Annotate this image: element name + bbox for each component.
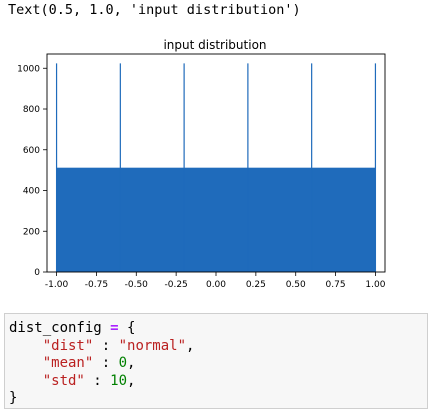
y-tick-label-4: 800 xyxy=(23,105,40,115)
code-assign-op: = xyxy=(110,320,119,336)
code-value-dist: "normal" xyxy=(118,337,187,354)
y-tick-label-3: 600 xyxy=(23,146,40,156)
code-value-mean: 0 xyxy=(118,355,128,371)
x-tick-label-4: 0.00 xyxy=(206,280,226,290)
x-tick-label-1: -0.75 xyxy=(85,280,108,290)
histogram-spike-4 xyxy=(311,63,313,272)
x-tick-label-0: -1.00 xyxy=(45,280,69,290)
x-tick-label-3: -0.25 xyxy=(164,280,187,290)
code-cell[interactable]: dist_config = { "dist" : "normal", "mean… xyxy=(4,313,428,409)
code-editor[interactable]: dist_config = { "dist" : "normal", "mean… xyxy=(9,320,194,408)
histogram-spike-0 xyxy=(55,63,58,272)
code-key-dist: "dist" xyxy=(42,337,94,354)
code-open-brace: { xyxy=(127,320,136,336)
y-tick-label-1: 200 xyxy=(23,227,40,237)
x-tick-label-6: 0.50 xyxy=(286,280,306,290)
code-comma: , xyxy=(127,372,136,389)
code-key-std: "std" xyxy=(42,372,85,389)
code-close-brace: } xyxy=(9,390,18,406)
x-tick-label-8: 1.00 xyxy=(365,280,385,290)
x-tick-label-2: -0.50 xyxy=(125,280,149,290)
code-sep: : xyxy=(84,372,111,389)
code-sep: : xyxy=(93,355,119,371)
plot-area: -1.00 -0.75 -0.50 -0.25 0.00 0.25 0.50 0.75 1.00… xyxy=(17,53,386,290)
chart-title: input distribution xyxy=(163,38,266,52)
code-comma: , xyxy=(186,337,195,354)
code-key-mean: "mean" xyxy=(42,355,94,371)
histogram-bars xyxy=(56,167,376,272)
y-tick-label-5: 1000 xyxy=(17,64,40,74)
histogram-spike-3 xyxy=(247,63,249,272)
x-tick-label-7: 0.75 xyxy=(326,280,346,290)
code-var-name: dist_config xyxy=(9,320,102,336)
y-tick-label-0: 0 xyxy=(34,268,40,278)
histogram-chart: input distribution -1.00 -0.75 -0.50 -0.25 0… xyxy=(17,38,386,290)
code-sep: : xyxy=(93,337,119,354)
histogram-spike-1 xyxy=(119,63,121,272)
y-tick-label-2: 400 xyxy=(23,187,40,197)
output-text: Text(0.5, 1.0, 'input distribution') xyxy=(8,2,301,18)
histogram-spike-5 xyxy=(374,63,377,272)
code-value-std: 10 xyxy=(110,372,128,389)
histogram-spike-2 xyxy=(183,63,185,272)
code-comma: , xyxy=(127,355,136,371)
x-tick-label-5: 0.25 xyxy=(246,280,266,290)
